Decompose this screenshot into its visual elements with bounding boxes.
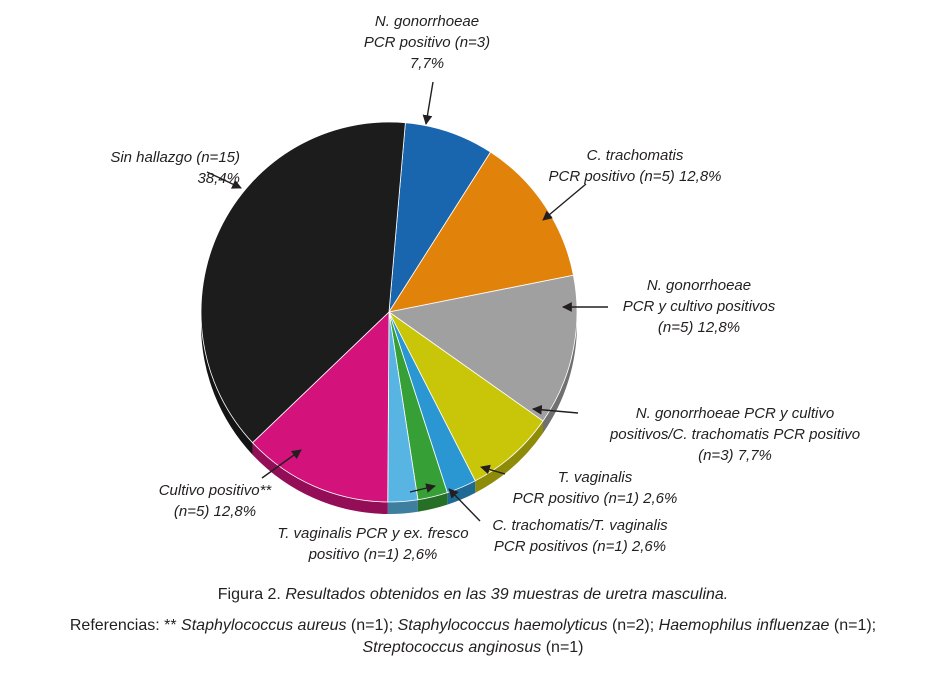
pie-slice-side-7 bbox=[387, 499, 418, 514]
pie-slice-8 bbox=[251, 311, 390, 503]
label-ng-ct: N. gonorrhoeae PCR y cultivo positivos/C… bbox=[609, 405, 861, 464]
pie-chart bbox=[200, 81, 608, 522]
leader-arrow-1 bbox=[422, 81, 434, 125]
pie-slice-side-9 bbox=[201, 312, 253, 455]
pie-slice-side-3 bbox=[543, 312, 577, 433]
pie-slice-3 bbox=[388, 274, 578, 422]
label-ct-pcr: C. trachomatis PCR positivo (n=5) 12,8% bbox=[548, 147, 722, 185]
leader-arrow-6 bbox=[448, 488, 481, 522]
label-ng-pcr-cultivo: N. gonorrhoeae PCR y cultivo positivos (… bbox=[622, 277, 776, 336]
figure-caption: Figura 2. Resultados obtenidos en las 39… bbox=[217, 586, 729, 603]
label-ng-pcr: N. gonorrhoeae PCR positivo (n=3) 7,7% bbox=[363, 13, 491, 72]
pie-slice-side-6 bbox=[417, 492, 448, 512]
label-cultivo: Cultivo positivo** (n=5) 12,8% bbox=[158, 482, 272, 520]
leader-arrow-5 bbox=[480, 464, 506, 475]
leader-arrow-2 bbox=[542, 183, 587, 221]
pie-slice-side-4 bbox=[475, 420, 544, 493]
label-tv-fresco: T. vaginalis PCR y ex. fresco positivo (… bbox=[277, 525, 469, 563]
pie-slice-9 bbox=[200, 121, 406, 444]
leader-arrow-8 bbox=[261, 449, 302, 479]
figure-references: Referencias: ** Staphylococcus aureus (n… bbox=[69, 617, 877, 656]
label-sin-hallazgo: Sin hallazgo (n=15) 38,4% bbox=[110, 149, 240, 187]
pie-slice-2 bbox=[388, 151, 574, 313]
pie-slice-side-8 bbox=[252, 442, 388, 514]
leader-arrow-9 bbox=[206, 171, 242, 189]
leader-arrow-7 bbox=[409, 483, 436, 493]
leader-arrow-4 bbox=[532, 404, 579, 415]
label-ct-tv: C. trachomatis/T. vaginalis PCR positivo… bbox=[492, 517, 668, 555]
label-tv-pcr: T. vaginalis PCR positivo (n=1) 2,6% bbox=[512, 469, 678, 507]
